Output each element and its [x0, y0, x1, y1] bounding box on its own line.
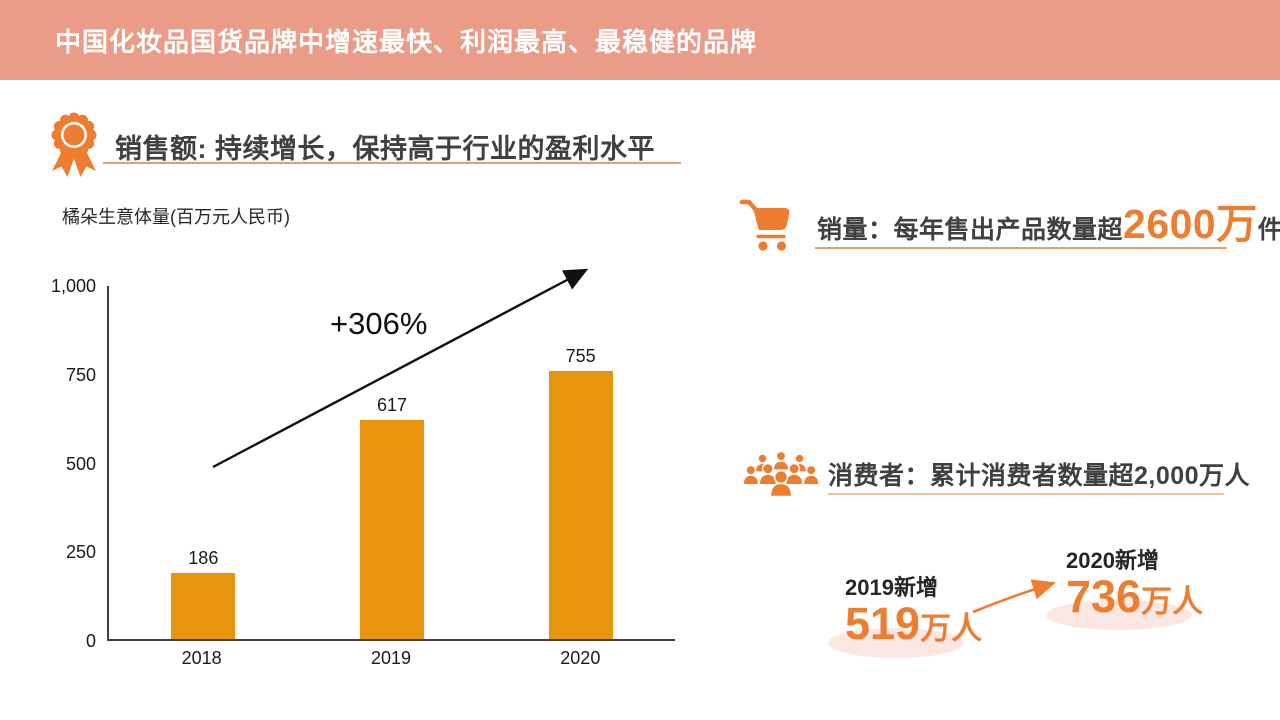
- bar: [548, 371, 613, 639]
- bar-value-label: 186: [188, 548, 219, 568]
- sales-volume-underline: [815, 247, 1227, 249]
- consumers-text: 消费者：累计消费者数量超2,000万人: [828, 462, 1251, 490]
- bar-value-label: 755: [565, 346, 596, 366]
- bar-group: 755: [548, 346, 613, 639]
- added-2019-unit: 万人: [920, 611, 983, 646]
- x-tick-label: 2020: [560, 648, 601, 668]
- bar-value-label: 617: [376, 395, 407, 415]
- added-2019-value: 519 万人: [845, 601, 982, 646]
- sales-volume-text: 销量：每年售出产品数量超 2600万件: [817, 204, 1280, 246]
- added-2020-value: 736 万人: [1066, 574, 1203, 619]
- bar-group: 186: [171, 548, 236, 639]
- cart-icon: [739, 199, 790, 251]
- growth-annotation: +306%: [330, 306, 428, 341]
- heading-underline: [103, 162, 681, 164]
- bar: [171, 573, 236, 639]
- people-icon: [742, 450, 820, 498]
- y-tick-label: 250: [65, 542, 96, 563]
- added-2019-label: 2019新增: [845, 575, 938, 600]
- y-tick-label: 500: [65, 453, 96, 474]
- header-bar: 中国化妆品国货品牌中增速最快、利润最高、最稳健的品牌: [0, 0, 1280, 80]
- added-2020-number: 736: [1066, 571, 1142, 622]
- y-axis-labels: 0 250 500 750 1,000: [18, 276, 100, 651]
- highlight-halo-2019: [828, 628, 964, 658]
- added-2019-number: 519: [845, 598, 921, 649]
- sales-volume-prefix: 销量：每年售出产品数量超: [817, 216, 1124, 244]
- added-2020-label: 2020新增: [1066, 548, 1159, 573]
- bar-group: 617: [359, 395, 424, 639]
- y-tick-label: 1,000: [50, 276, 96, 296]
- page-title: 中国化妆品国货品牌中增速最快、利润最高、最稳健的品牌: [55, 26, 758, 57]
- chart-title: 橘朵生意体量(百万元人民币): [62, 207, 290, 227]
- consumers-underline: [828, 493, 1224, 495]
- sales-volume-highlight: 2600万: [1123, 201, 1258, 247]
- added-2020-unit: 万人: [1141, 584, 1204, 619]
- sales-volume-suffix: 件: [1257, 216, 1280, 244]
- medal-icon: [51, 112, 97, 177]
- x-axis-labels: 2018 2019 2020: [107, 648, 675, 669]
- increase-arrow: [972, 579, 1056, 614]
- highlight-halo-2020: [1046, 600, 1192, 630]
- sales-heading: 销售额: 持续增长，保持高于行业的盈利水平: [115, 134, 655, 164]
- x-tick-label: 2019: [370, 648, 411, 668]
- y-tick-label: 750: [65, 364, 96, 385]
- y-tick-label: 0: [85, 631, 96, 651]
- x-tick-label: 2018: [181, 648, 222, 668]
- bar: [359, 420, 424, 639]
